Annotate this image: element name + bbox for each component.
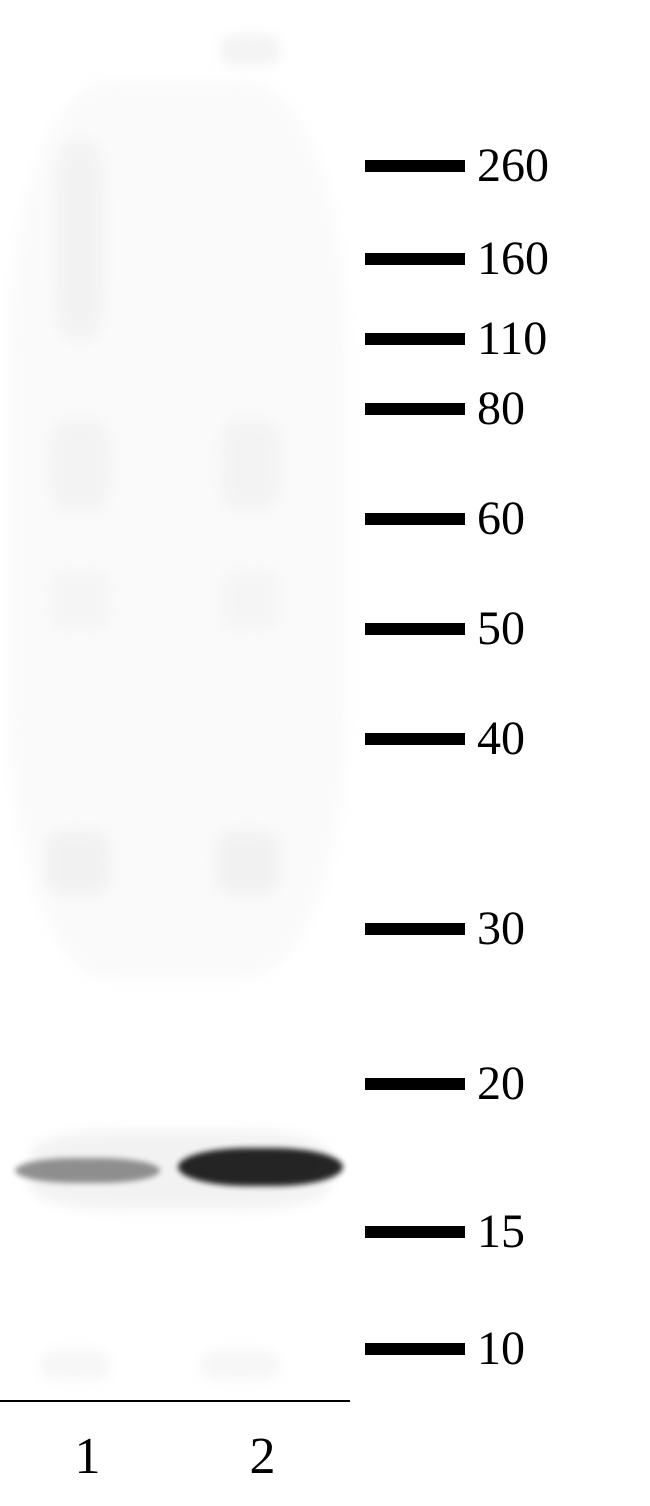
faint-smudge [55, 140, 105, 340]
faint-smudge [50, 570, 110, 630]
faint-smudge [215, 830, 280, 895]
lane-divider-line [0, 1400, 350, 1402]
ladder-tick [365, 623, 465, 635]
ladder-tick [365, 403, 465, 415]
ladder-tick [365, 253, 465, 265]
ladder-label: 260 [477, 138, 549, 193]
ladder-mark-80: 80 [365, 381, 525, 436]
faint-smudge [220, 570, 280, 630]
ladder-label: 40 [477, 711, 525, 766]
ladder-label: 80 [477, 381, 525, 436]
ladder-label: 50 [477, 601, 525, 656]
ladder-label: 160 [477, 231, 549, 286]
faint-smudge [200, 1350, 280, 1380]
blot-image-area [0, 0, 350, 1380]
molecular-weight-ladder: 260 160 110 80 60 50 40 30 20 15 10 [365, 0, 650, 1380]
faint-smudge [220, 420, 280, 510]
ladder-mark-50: 50 [365, 601, 525, 656]
ladder-label: 10 [477, 1321, 525, 1376]
ladder-mark-15: 15 [365, 1204, 525, 1259]
blot-band-lane-1 [15, 1158, 160, 1183]
ladder-mark-10: 10 [365, 1321, 525, 1376]
blot-band-lane-2 [178, 1148, 343, 1186]
ladder-label: 110 [477, 311, 547, 366]
ladder-mark-30: 30 [365, 901, 525, 956]
faint-smudge [40, 1350, 110, 1380]
ladder-label: 20 [477, 1056, 525, 1111]
ladder-mark-20: 20 [365, 1056, 525, 1111]
ladder-tick [365, 160, 465, 172]
faint-smudge [50, 420, 110, 510]
lane-labels-row: 1 2 [0, 1406, 350, 1506]
ladder-label: 60 [477, 491, 525, 546]
ladder-tick [365, 513, 465, 525]
ladder-tick [365, 923, 465, 935]
ladder-tick [365, 1078, 465, 1090]
ladder-mark-110: 110 [365, 311, 547, 366]
faint-smudge [45, 830, 110, 895]
ladder-label: 15 [477, 1204, 525, 1259]
lane-label-2: 2 [250, 1427, 276, 1486]
lane-label-1: 1 [75, 1427, 101, 1486]
ladder-tick [365, 333, 465, 345]
ladder-mark-40: 40 [365, 711, 525, 766]
ladder-mark-260: 260 [365, 138, 549, 193]
ladder-label: 30 [477, 901, 525, 956]
ladder-mark-160: 160 [365, 231, 549, 286]
ladder-tick [365, 1343, 465, 1355]
ladder-tick [365, 1226, 465, 1238]
ladder-mark-60: 60 [365, 491, 525, 546]
faint-smudge [220, 35, 280, 65]
ladder-tick [365, 733, 465, 745]
